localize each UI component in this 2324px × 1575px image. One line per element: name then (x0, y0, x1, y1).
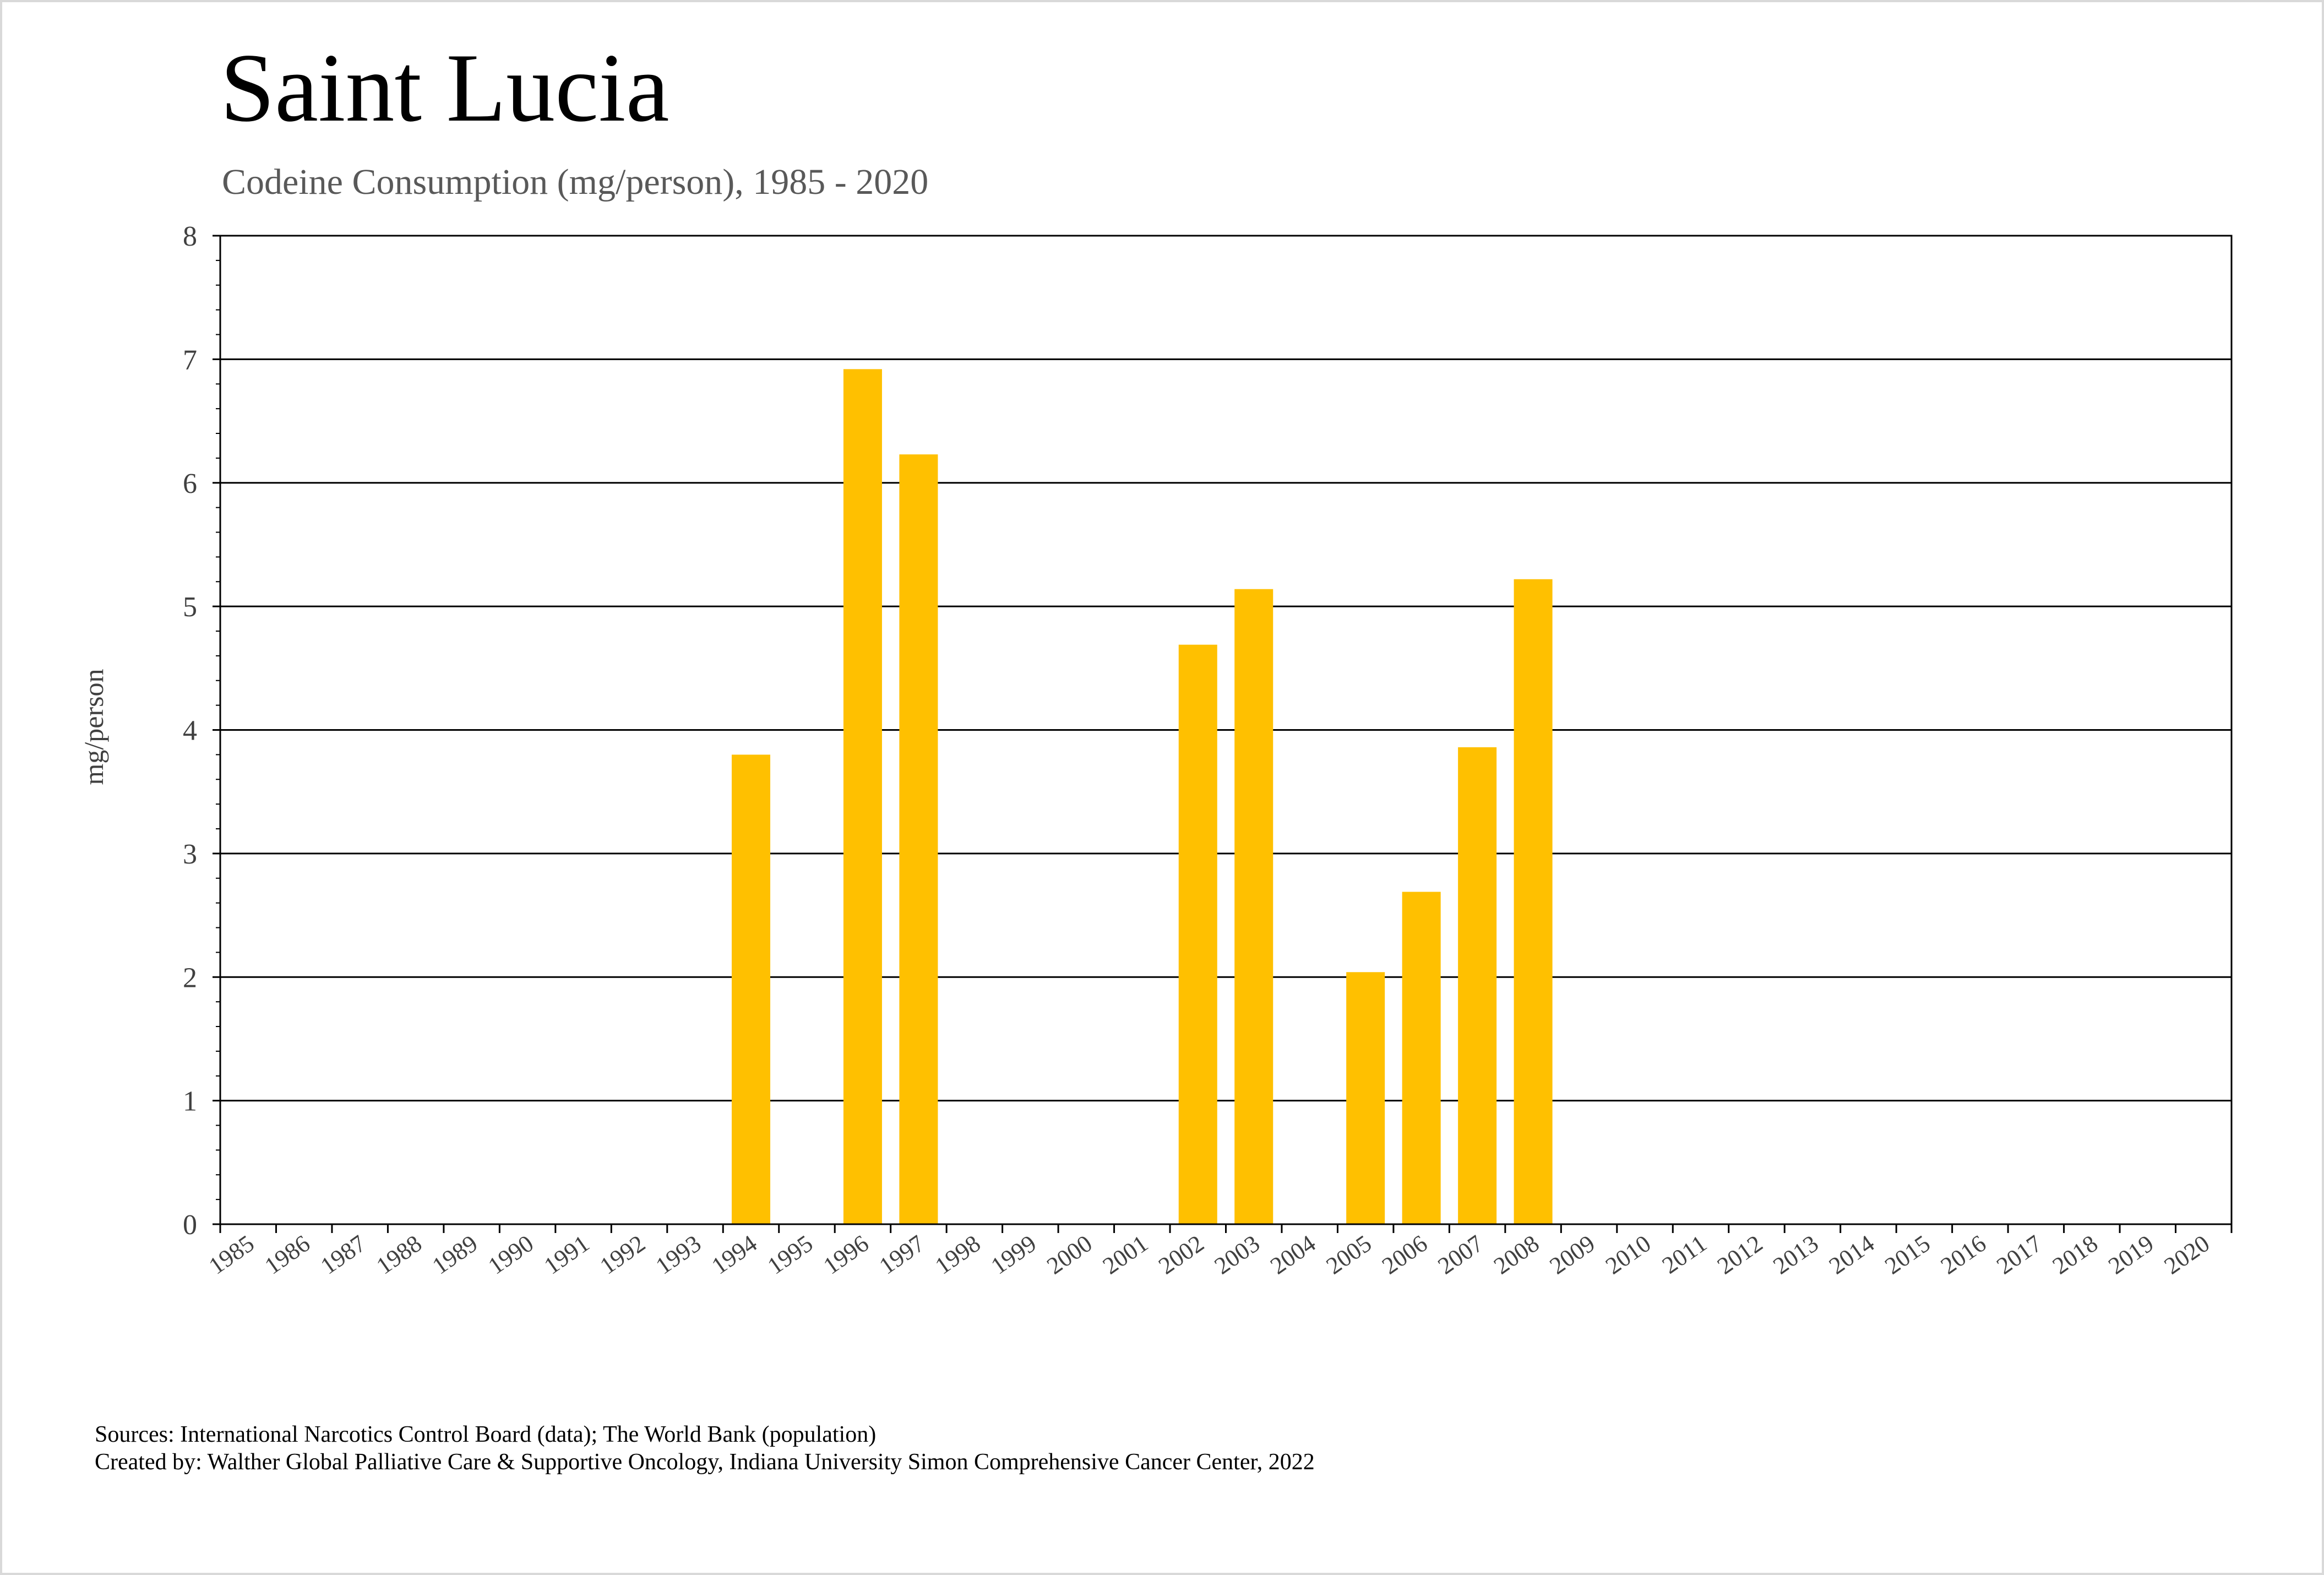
bar-2008 (1514, 579, 1553, 1224)
bar-1994 (731, 754, 770, 1224)
x-tick-label: 1988 (372, 1230, 427, 1280)
x-tick-label: 2002 (1153, 1230, 1209, 1280)
y-tick-label: 6 (183, 468, 197, 499)
x-tick-label: 1989 (427, 1230, 482, 1280)
y-tick-label: 8 (183, 221, 197, 252)
x-tick-label: 2000 (1042, 1230, 1097, 1280)
y-tick-label: 1 (183, 1086, 197, 1117)
bar-2003 (1234, 589, 1273, 1224)
x-tick-label: 1994 (707, 1230, 762, 1280)
x-tick-label: 2014 (1824, 1230, 1879, 1280)
x-tick-label: 2009 (1545, 1230, 1600, 1280)
sources-note: Sources: International Narcotics Control… (95, 1422, 877, 1447)
y-tick-label: 4 (183, 715, 197, 747)
credit-note: Created by: Walther Global Palliative Ca… (95, 1449, 1315, 1475)
x-tick-label: 2007 (1433, 1230, 1488, 1280)
bar-2005 (1346, 972, 1385, 1224)
x-tick-label: 2018 (2048, 1230, 2103, 1280)
x-tick-label: 2020 (2159, 1230, 2214, 1280)
x-tick-label: 1995 (763, 1230, 818, 1280)
x-tick-label: 2016 (1936, 1230, 1991, 1280)
x-tick-label: 2004 (1265, 1230, 1320, 1280)
x-tick-label: 2015 (1880, 1230, 1935, 1280)
x-tick-label: 1992 (595, 1230, 650, 1280)
x-tick-label: 2006 (1377, 1230, 1432, 1280)
x-tick-label: 1987 (315, 1230, 371, 1280)
x-tick-label: 2001 (1098, 1230, 1153, 1280)
x-tick-label: 2003 (1210, 1230, 1265, 1280)
y-tick-label: 2 (183, 962, 197, 993)
x-tick-label: 1999 (986, 1230, 1041, 1280)
chart-title: Saint Lucia (220, 33, 670, 142)
x-tick-label: 2012 (1712, 1230, 1767, 1280)
chart-subtitle: Codeine Consumption (mg/person), 1985 - … (222, 162, 929, 202)
x-tick-label: 2019 (2103, 1230, 2158, 1280)
x-tick-label: 2013 (1768, 1230, 1824, 1280)
bar-1996 (843, 369, 882, 1225)
x-tick-label: 1986 (260, 1230, 315, 1280)
bar-2002 (1178, 644, 1217, 1224)
x-tick-label: 1998 (930, 1230, 985, 1280)
bars (731, 369, 1553, 1225)
y-tick-label: 5 (183, 591, 197, 623)
axes (213, 235, 2233, 1233)
x-tick-label: 2008 (1489, 1230, 1544, 1280)
x-tick-label: 2005 (1321, 1230, 1376, 1280)
x-tick-label: 2010 (1601, 1230, 1656, 1280)
x-tick-label: 1996 (818, 1230, 873, 1280)
bar-2007 (1458, 747, 1497, 1224)
bar-1997 (899, 454, 938, 1224)
gridlines (220, 235, 2232, 1102)
x-tick-label: 1991 (539, 1230, 594, 1280)
y-tick-label: 0 (183, 1209, 197, 1241)
x-tick-label: 2011 (1657, 1230, 1712, 1279)
x-tick-label: 1985 (204, 1230, 259, 1280)
y-tick-label: 7 (183, 344, 197, 376)
x-tick-label: 1990 (483, 1230, 538, 1280)
x-tick-label: 1997 (874, 1230, 929, 1280)
y-tick-label: 3 (183, 839, 197, 870)
bar-2006 (1402, 892, 1441, 1224)
x-tick-label: 2017 (1991, 1230, 2047, 1280)
x-tick-label: 1993 (651, 1230, 706, 1280)
